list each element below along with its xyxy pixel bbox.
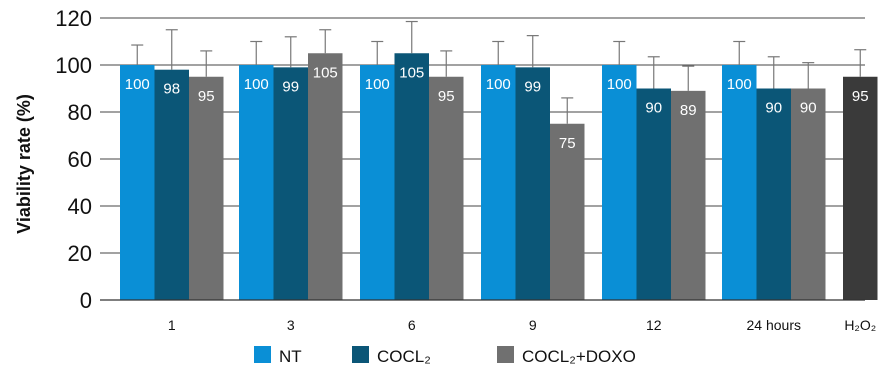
data-label: 90 <box>645 100 662 117</box>
data-label: 90 <box>765 100 782 117</box>
bar <box>602 65 637 300</box>
legend-swatch <box>497 346 514 363</box>
data-label: 75 <box>559 135 576 152</box>
y-tick-label: 120 <box>55 6 92 31</box>
data-label: 100 <box>486 76 511 93</box>
x-tick-label: 3 <box>287 317 295 333</box>
x-tick-label: 9 <box>529 317 537 333</box>
y-tick-label: 40 <box>68 194 92 219</box>
bar <box>429 76 464 300</box>
bar <box>636 88 671 300</box>
data-label: 95 <box>438 88 455 105</box>
data-label: 100 <box>607 76 632 93</box>
bar <box>120 65 155 300</box>
data-label: 100 <box>244 76 269 93</box>
bar <box>481 65 516 300</box>
y-tick-label: 60 <box>68 147 92 172</box>
y-tick-label: 20 <box>68 241 92 266</box>
legend-label: COCL₂+DOXO <box>522 347 636 366</box>
x-tick-label: 12 <box>646 317 662 333</box>
data-label: 99 <box>282 78 299 95</box>
data-label: 95 <box>198 88 215 105</box>
bar <box>843 76 878 300</box>
bar <box>154 69 189 300</box>
legend-swatch <box>254 346 271 363</box>
bar <box>273 67 308 300</box>
data-label: 89 <box>680 102 697 119</box>
legend-swatch <box>352 346 369 363</box>
data-label: 90 <box>800 100 817 117</box>
data-label: 105 <box>313 64 338 81</box>
y-tick-label: 100 <box>55 53 92 78</box>
data-label: 100 <box>125 76 150 93</box>
bar <box>239 65 274 300</box>
x-tick-label: 24 hours <box>747 317 801 333</box>
data-label: 98 <box>163 81 180 98</box>
bar <box>515 67 550 300</box>
data-label: 100 <box>727 76 752 93</box>
data-label: 99 <box>524 78 541 95</box>
y-axis-label: Viability rate (%) <box>14 94 34 234</box>
x-tick-label: 6 <box>408 317 416 333</box>
bar <box>671 90 706 300</box>
bar <box>756 88 791 300</box>
bar <box>791 88 826 300</box>
bar <box>189 76 224 300</box>
bar <box>394 53 429 300</box>
data-label: 95 <box>852 88 869 105</box>
y-tick-label: 80 <box>68 100 92 125</box>
x-tick-label: H₂O₂ <box>844 317 876 333</box>
data-label: 100 <box>365 76 390 93</box>
bar <box>360 65 395 300</box>
y-tick-label: 0 <box>80 288 92 313</box>
data-label: 105 <box>399 64 424 81</box>
bar <box>550 123 585 300</box>
x-tick-label: 1 <box>168 317 176 333</box>
legend-label: COCL₂ <box>377 347 431 366</box>
bar <box>308 53 343 300</box>
legend-label: NT <box>279 347 302 366</box>
bar <box>722 65 757 300</box>
